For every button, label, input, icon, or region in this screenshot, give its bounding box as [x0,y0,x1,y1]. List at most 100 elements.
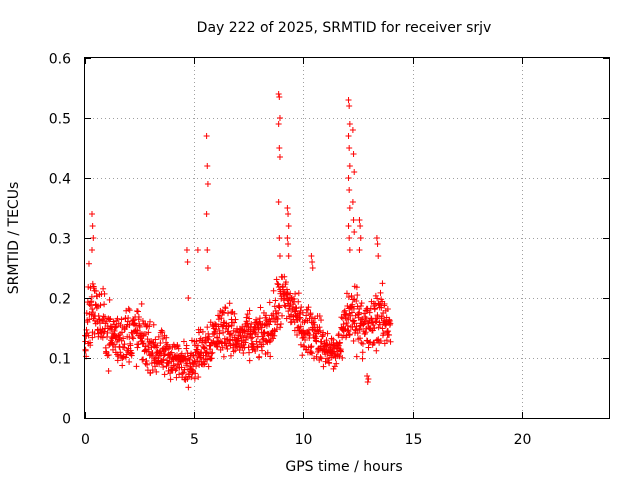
data-point [345,97,352,103]
data-point [356,247,363,253]
data-point [167,370,174,377]
data-point [139,340,146,347]
grid-lines [85,58,609,418]
data-point [305,327,312,334]
data-point [381,340,388,347]
data-point [248,321,255,328]
data-point [168,349,175,356]
data-point [152,354,159,361]
data-point [167,351,174,358]
data-point [100,285,107,292]
data-point [374,241,381,247]
data-point [102,314,109,321]
data-point [365,320,372,327]
data-point [194,342,201,349]
data-point [308,253,315,259]
data-point [104,329,111,336]
data-point [377,338,384,345]
data-point [346,331,353,338]
data-point [194,247,201,253]
data-point [345,223,352,229]
data-point [125,315,132,322]
data-point [227,352,234,359]
data-point [251,329,258,336]
data-point [195,374,202,381]
data-point [354,292,361,299]
data-point [293,313,300,320]
data-point [117,349,124,356]
data-point [339,354,346,361]
data-point [221,309,228,316]
data-point [364,373,371,379]
data-point [387,338,394,345]
data-point [126,322,133,329]
data-point [253,338,260,345]
data-point [165,345,172,352]
data-point [371,325,378,332]
data-point [240,349,247,356]
data-point [284,235,291,241]
data-point [320,363,327,370]
data-point [254,344,261,351]
data-point [120,335,127,342]
data-point [146,323,153,330]
data-point [335,332,342,339]
data-point [383,337,390,344]
data-point [250,341,257,348]
data-point [89,280,96,287]
data-point [282,279,289,286]
data-point [309,259,316,265]
data-point [225,310,232,317]
data-point [277,324,284,331]
data-point [122,354,129,361]
x-tick-labels: 0 5 10 15 20 [81,432,531,448]
data-point [318,317,325,324]
data-point [214,334,221,341]
data-point [298,304,305,311]
data-point [351,229,358,235]
data-point [370,321,377,328]
data-point [356,325,363,332]
data-point [340,321,347,328]
data-point [204,247,211,253]
data-point [152,336,159,343]
data-point [292,290,299,297]
data-point [159,328,166,335]
data-point [297,314,304,321]
x-tick-label: 15 [405,432,423,448]
data-point [373,318,380,325]
data-point [373,235,380,241]
data-point [338,314,345,321]
data-point [275,121,282,127]
data-point [317,327,324,334]
y-tick-label: 0.3 [49,232,71,248]
data-point [159,359,166,366]
data-point [85,332,92,339]
data-point [216,327,223,334]
data-point [88,211,95,217]
data-point [180,338,187,345]
data-point [350,305,357,312]
data-point [161,371,168,378]
data-point [183,342,190,349]
data-point [346,187,353,193]
data-point [190,352,197,359]
data-point [364,379,371,385]
data-point [121,341,128,348]
data-point [345,294,352,301]
data-point [173,365,180,372]
data-point [345,175,352,181]
data-point [135,308,142,315]
data-point [266,321,273,328]
data-point [114,315,121,322]
data-point [219,344,226,351]
data-point [178,350,185,357]
data-point [335,352,342,359]
data-point [359,355,366,362]
data-point [176,371,183,378]
data-point [105,352,112,359]
data-point [295,298,302,305]
data-point [343,320,350,327]
data-point [365,376,372,382]
